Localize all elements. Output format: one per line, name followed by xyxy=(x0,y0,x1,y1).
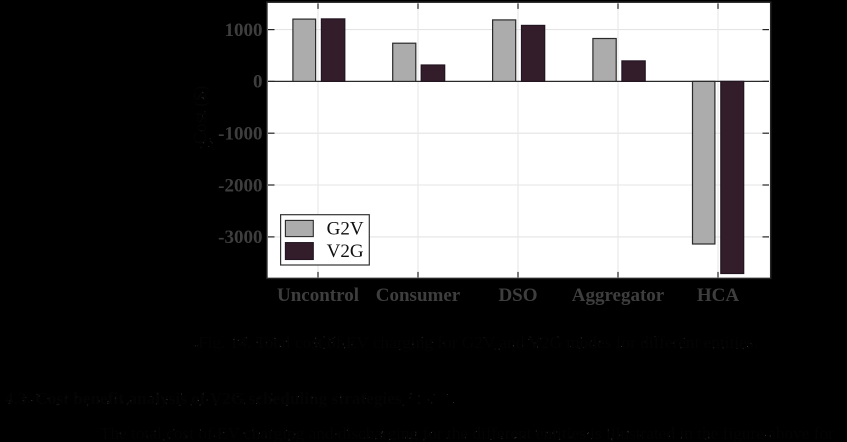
svg-text:-1000: -1000 xyxy=(218,124,262,145)
svg-text:DSO: DSO xyxy=(498,285,537,306)
svg-text:Aggregator: Aggregator xyxy=(572,285,665,306)
svg-text:HCA: HCA xyxy=(697,285,740,306)
svg-text:V2G: V2G xyxy=(327,241,364,262)
svg-text:4.3. Cost benefit analysis of: 4.3. Cost benefit analysis of V2G schedu… xyxy=(5,389,402,408)
svg-text:Uncontrol: Uncontrol xyxy=(277,285,359,306)
svg-text:Consumer: Consumer xyxy=(376,285,461,306)
svg-text:Fig. 14. Total cost of EV char: Fig. 14. Total cost of EV charging for G… xyxy=(198,333,758,352)
svg-text:The total cost of EV charging: The total cost of EV charging and discha… xyxy=(100,424,834,442)
svg-text:G2V: G2V xyxy=(327,219,364,240)
svg-text:-2000: -2000 xyxy=(218,175,262,196)
svg-text:0: 0 xyxy=(253,72,263,93)
svg-text:-3000: -3000 xyxy=(218,227,262,248)
svg-text:Cost ($): Cost ($) xyxy=(190,86,211,145)
svg-text:1000: 1000 xyxy=(225,20,263,41)
